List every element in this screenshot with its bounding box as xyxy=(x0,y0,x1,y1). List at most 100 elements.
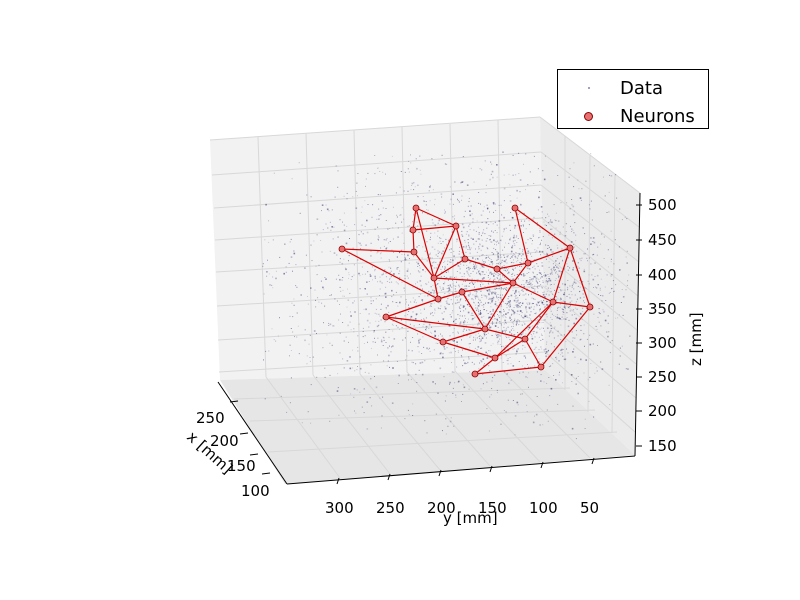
data-point xyxy=(544,306,546,308)
data-point xyxy=(574,314,576,315)
data-point xyxy=(504,278,506,280)
data-point xyxy=(432,315,434,317)
data-point xyxy=(406,355,408,357)
data-point xyxy=(505,259,507,261)
data-point xyxy=(377,238,379,240)
data-point xyxy=(523,163,524,165)
data-point xyxy=(577,392,579,395)
data-point xyxy=(405,299,407,301)
neuron-link xyxy=(512,282,554,303)
data-point xyxy=(536,274,538,276)
data-point xyxy=(430,252,431,254)
data-point xyxy=(494,292,496,295)
data-point xyxy=(509,304,511,305)
data-point xyxy=(364,288,366,290)
data-point xyxy=(569,301,571,303)
data-point xyxy=(376,313,378,315)
data-point xyxy=(571,284,573,286)
data-point xyxy=(506,255,509,258)
data-point xyxy=(573,348,575,350)
data-point xyxy=(609,174,610,176)
data-point xyxy=(517,333,519,335)
data-point xyxy=(497,256,500,259)
data-point xyxy=(430,312,432,314)
neuron-link xyxy=(412,229,415,253)
data-point xyxy=(541,265,544,267)
data-point xyxy=(459,323,461,325)
data-point xyxy=(570,374,573,376)
data-point xyxy=(465,288,467,290)
y-tick-mark xyxy=(489,465,493,473)
data-point xyxy=(385,247,387,250)
data-point xyxy=(510,320,511,321)
data-point xyxy=(363,412,365,414)
data-point xyxy=(557,274,559,276)
data-point xyxy=(556,244,558,246)
data-point xyxy=(382,317,384,319)
data-point xyxy=(580,329,582,331)
data-point xyxy=(298,162,300,164)
data-point xyxy=(516,300,518,301)
data-point xyxy=(418,245,420,246)
data-point xyxy=(423,346,425,348)
data-point xyxy=(450,316,452,318)
data-point xyxy=(406,275,408,277)
data-point xyxy=(604,195,606,197)
data-point xyxy=(516,261,518,263)
data-point xyxy=(463,333,465,335)
data-point xyxy=(534,313,536,314)
data-point xyxy=(448,293,450,295)
data-point xyxy=(434,334,436,336)
data-point xyxy=(410,315,413,318)
data-point xyxy=(520,302,521,304)
data-point xyxy=(526,290,528,291)
data-point xyxy=(500,304,502,306)
data-point xyxy=(499,261,500,263)
data-point xyxy=(597,284,599,286)
data-point xyxy=(520,262,523,265)
data-point xyxy=(497,255,499,257)
data-point xyxy=(613,263,615,265)
data-point xyxy=(499,344,501,345)
data-point xyxy=(490,302,492,304)
data-point xyxy=(390,270,392,272)
data-point xyxy=(472,283,474,285)
data-point xyxy=(599,268,601,270)
data-point xyxy=(422,325,424,327)
data-point xyxy=(566,348,567,350)
data-point xyxy=(289,315,291,317)
data-point xyxy=(423,307,425,309)
data-point xyxy=(483,364,485,366)
z-axis-line xyxy=(634,192,641,457)
neuron-point xyxy=(509,279,517,287)
data-point xyxy=(410,273,411,275)
data-point xyxy=(468,318,469,320)
data-point xyxy=(481,336,483,337)
data-point xyxy=(388,242,389,244)
data-point xyxy=(343,212,345,214)
data-point xyxy=(532,278,534,280)
data-point xyxy=(542,322,544,323)
data-point xyxy=(339,332,341,334)
data-point xyxy=(448,240,449,242)
data-point xyxy=(537,278,539,280)
data-point xyxy=(379,171,381,172)
data-point xyxy=(535,278,537,280)
data-point xyxy=(536,250,538,252)
data-point xyxy=(375,298,377,300)
data-point xyxy=(500,278,502,280)
data-point xyxy=(388,354,390,357)
data-point xyxy=(321,251,323,253)
data-point xyxy=(462,305,465,307)
data-point xyxy=(553,375,555,376)
data-point xyxy=(447,322,449,324)
data-point xyxy=(510,212,512,213)
data-point xyxy=(522,344,524,346)
data-point xyxy=(537,291,539,293)
data-point xyxy=(551,270,553,272)
data-point xyxy=(463,288,465,290)
data-point xyxy=(503,346,505,348)
data-point xyxy=(477,301,479,303)
data-point xyxy=(502,331,503,333)
data-point xyxy=(497,294,499,295)
